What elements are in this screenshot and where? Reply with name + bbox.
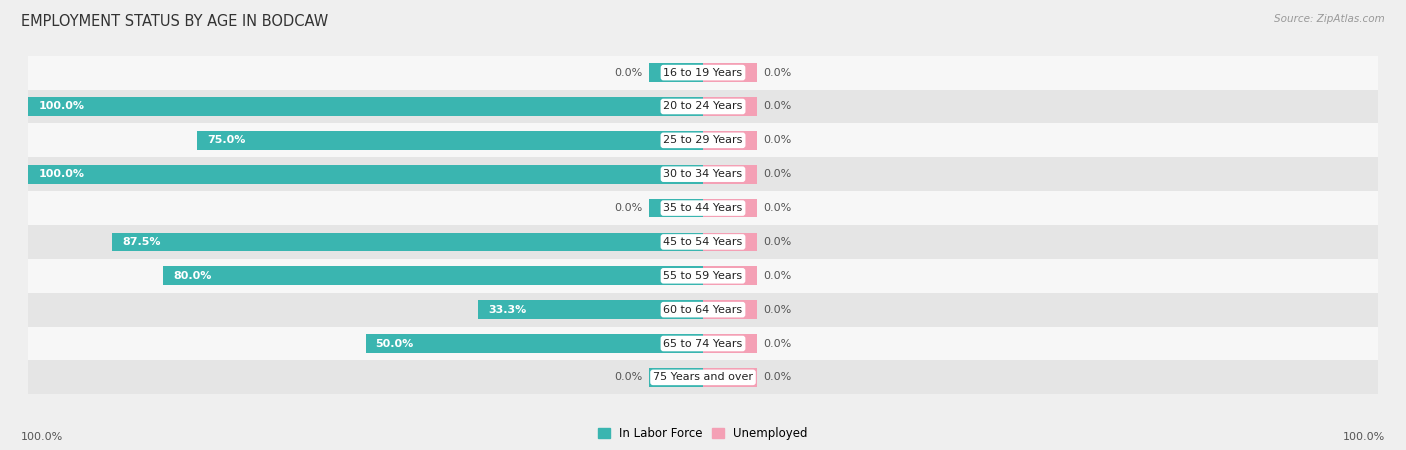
Text: 0.0%: 0.0% — [614, 373, 643, 382]
Bar — [650, 63, 703, 82]
Bar — [28, 97, 703, 116]
Bar — [28, 292, 1378, 327]
Bar — [703, 334, 756, 353]
Text: 80.0%: 80.0% — [173, 271, 211, 281]
Text: 25 to 29 Years: 25 to 29 Years — [664, 135, 742, 145]
Text: 0.0%: 0.0% — [763, 135, 792, 145]
Legend: In Labor Force, Unemployed: In Labor Force, Unemployed — [593, 423, 813, 445]
Bar — [703, 300, 756, 319]
Bar — [28, 191, 1378, 225]
Text: 0.0%: 0.0% — [614, 203, 643, 213]
Text: EMPLOYMENT STATUS BY AGE IN BODCAW: EMPLOYMENT STATUS BY AGE IN BODCAW — [21, 14, 329, 28]
Bar — [703, 199, 756, 217]
Text: 45 to 54 Years: 45 to 54 Years — [664, 237, 742, 247]
Bar — [28, 90, 1378, 123]
Text: 0.0%: 0.0% — [763, 68, 792, 77]
Bar — [703, 131, 756, 150]
Text: 0.0%: 0.0% — [763, 203, 792, 213]
Text: 0.0%: 0.0% — [763, 237, 792, 247]
Bar — [28, 225, 1378, 259]
Text: 20 to 24 Years: 20 to 24 Years — [664, 102, 742, 112]
Text: 100.0%: 100.0% — [1343, 432, 1385, 442]
Bar — [112, 233, 703, 251]
Text: 0.0%: 0.0% — [763, 271, 792, 281]
Text: 75.0%: 75.0% — [207, 135, 245, 145]
Text: 30 to 34 Years: 30 to 34 Years — [664, 169, 742, 179]
Text: 60 to 64 Years: 60 to 64 Years — [664, 305, 742, 315]
Text: 100.0%: 100.0% — [38, 102, 84, 112]
Bar — [703, 266, 756, 285]
Bar — [28, 158, 1378, 191]
Bar — [478, 300, 703, 319]
Text: 0.0%: 0.0% — [763, 169, 792, 179]
Text: 0.0%: 0.0% — [614, 68, 643, 77]
Bar — [703, 97, 756, 116]
Text: 16 to 19 Years: 16 to 19 Years — [664, 68, 742, 77]
Bar — [28, 123, 1378, 158]
Bar — [703, 165, 756, 184]
Bar — [163, 266, 703, 285]
Text: 33.3%: 33.3% — [488, 305, 527, 315]
Bar — [650, 368, 703, 387]
Text: 0.0%: 0.0% — [763, 305, 792, 315]
Bar — [703, 233, 756, 251]
Text: 75 Years and over: 75 Years and over — [652, 373, 754, 382]
Bar — [650, 199, 703, 217]
Text: 100.0%: 100.0% — [38, 169, 84, 179]
Bar — [28, 56, 1378, 90]
Bar — [28, 327, 1378, 360]
Text: 50.0%: 50.0% — [375, 338, 413, 348]
Bar — [197, 131, 703, 150]
Text: 0.0%: 0.0% — [763, 373, 792, 382]
Text: 0.0%: 0.0% — [763, 338, 792, 348]
Bar — [703, 63, 756, 82]
Text: 65 to 74 Years: 65 to 74 Years — [664, 338, 742, 348]
Bar — [703, 368, 756, 387]
Bar — [28, 165, 703, 184]
Bar — [28, 259, 1378, 292]
Text: 55 to 59 Years: 55 to 59 Years — [664, 271, 742, 281]
Text: 35 to 44 Years: 35 to 44 Years — [664, 203, 742, 213]
Text: 87.5%: 87.5% — [122, 237, 162, 247]
Bar — [28, 360, 1378, 394]
Text: 100.0%: 100.0% — [21, 432, 63, 442]
Bar — [366, 334, 703, 353]
Text: 0.0%: 0.0% — [763, 102, 792, 112]
Text: Source: ZipAtlas.com: Source: ZipAtlas.com — [1274, 14, 1385, 23]
